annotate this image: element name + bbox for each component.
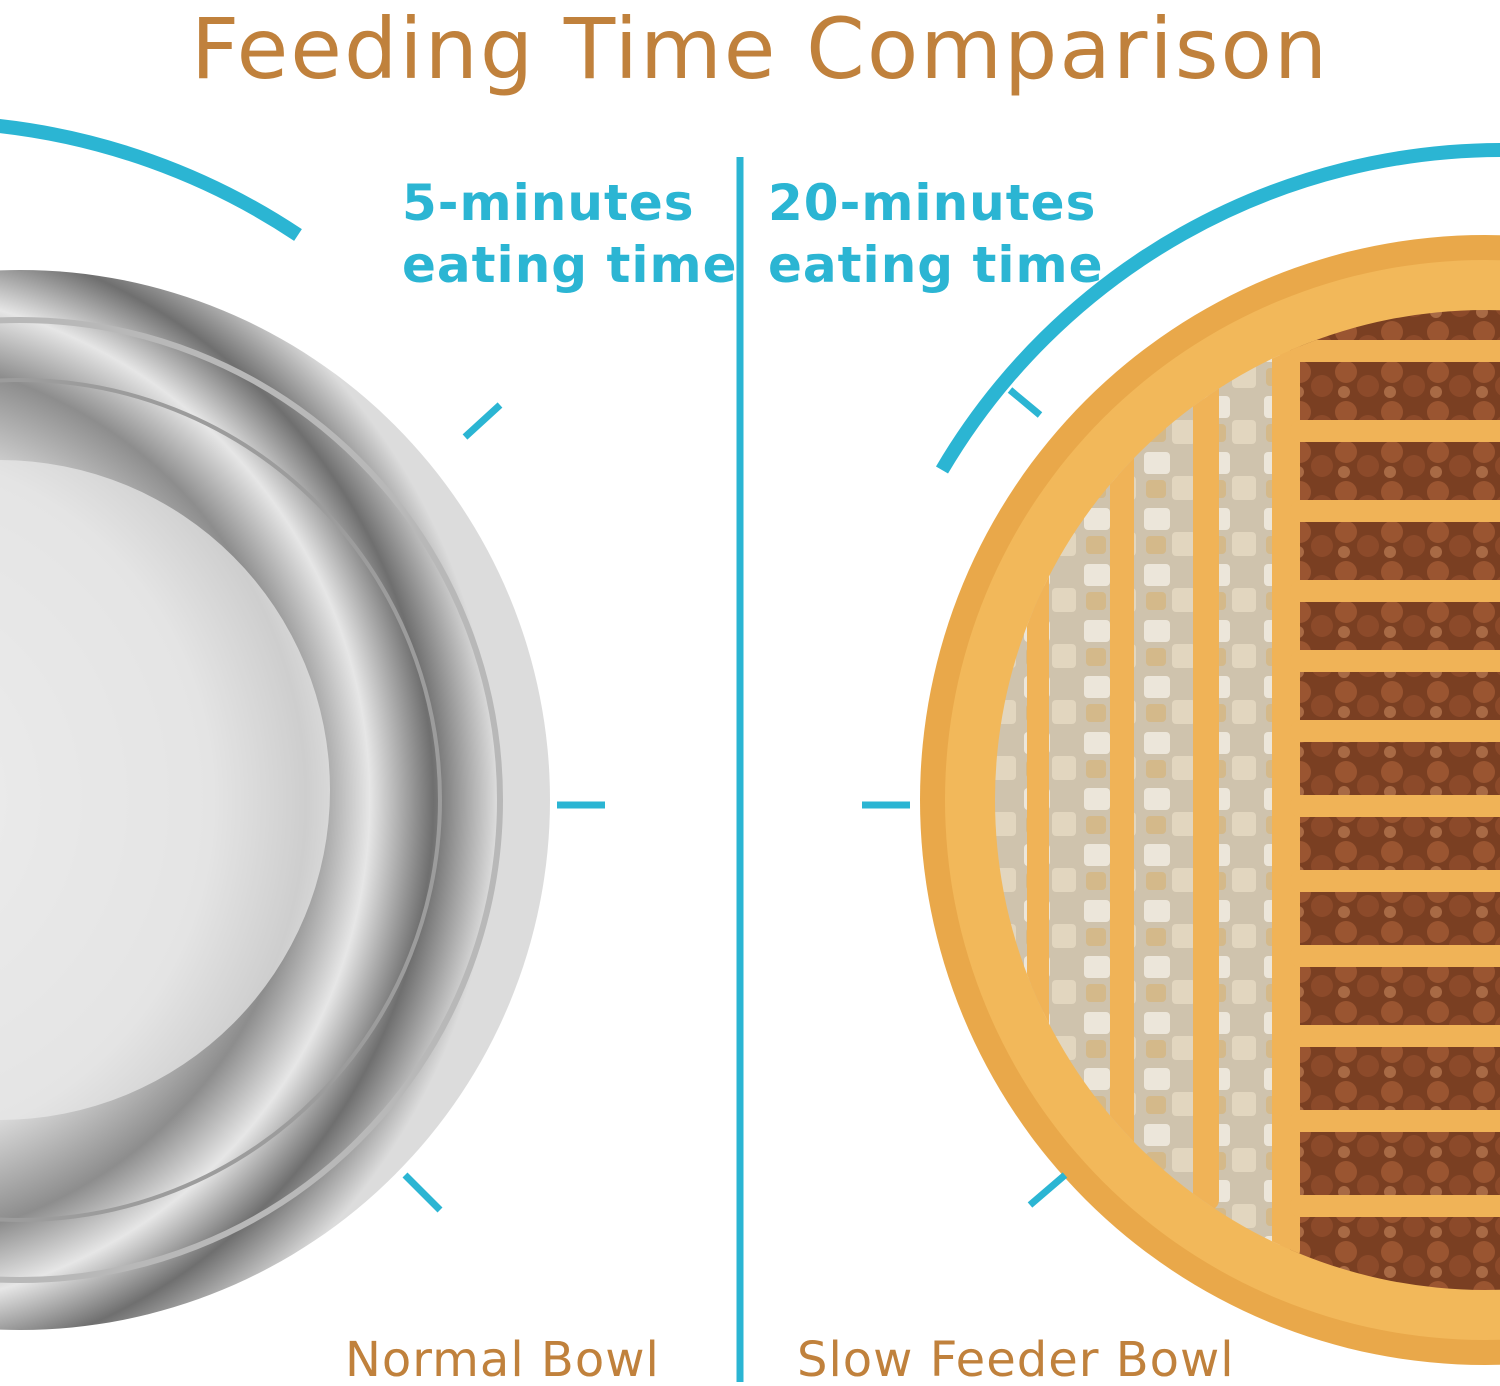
time-line: eating time xyxy=(768,236,1104,294)
bowl-label: Normal Bowl xyxy=(345,1332,660,1386)
bowl-label: Slow Feeder Bowl xyxy=(797,1332,1235,1386)
time-line: eating time xyxy=(402,236,738,294)
time-arc xyxy=(0,119,302,241)
clock-ticks xyxy=(402,402,605,1213)
clock-ticks xyxy=(862,387,1068,1208)
slow-feeder-bowl xyxy=(920,235,1500,1365)
steel-bowl xyxy=(0,270,550,1330)
title: Feeding Time Comparison xyxy=(191,0,1329,98)
time-line: 5-minutes xyxy=(402,174,695,232)
time-line: 20-minutes xyxy=(768,174,1096,232)
time-arc xyxy=(935,143,1500,474)
